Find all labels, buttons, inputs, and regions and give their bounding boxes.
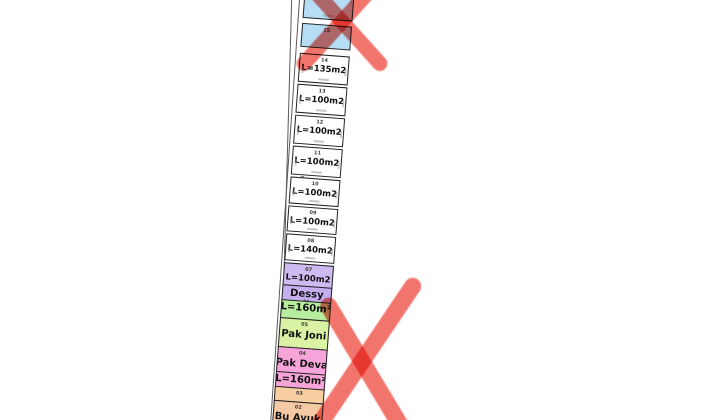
plot-08: 08 L=140m2 [284, 233, 337, 264]
plot-size-label: L=100m2 [298, 93, 345, 108]
plot-04: 04 Pak Deva L=160m² [274, 345, 328, 391]
plot-dimension-mark [315, 108, 327, 112]
plot-number-label: 08 [307, 237, 315, 245]
plot-number-label: 12 [316, 119, 324, 126]
plot-dimension-mark [317, 77, 329, 81]
plot-number-label: 07 [304, 266, 313, 274]
plot-owner-label: Pak Deva [275, 356, 328, 372]
plot-11: 11 L=100m2 [290, 145, 343, 179]
plot-number-label: 03 [295, 390, 304, 397]
plot-dimension-mark [306, 227, 318, 231]
plot-dimension-mark [312, 139, 324, 143]
plot-number-label: 13 [318, 88, 326, 95]
plot-number-label: 04 [298, 350, 307, 358]
plot-12: 12 L=100m2 [293, 114, 346, 148]
plot-number-label: 09 [309, 209, 317, 217]
plot-number-label: 10 [311, 181, 319, 188]
plot-dimension-mark [310, 170, 322, 174]
plot-size-label: L=100m2 [291, 186, 338, 200]
plot-dimension-mark [304, 256, 316, 260]
plot-owner-label: Pak Joni [280, 328, 327, 343]
plot-10: 10 L=100m2 [288, 176, 341, 208]
plot-dimension-mark [308, 199, 320, 203]
plot-09: 09 L=100m2 [286, 205, 339, 236]
plot-size-label: L=100m2 [289, 215, 336, 229]
plot-number-label: 02 [294, 404, 303, 411]
plot-size-label: L=100m2 [285, 272, 331, 286]
plot-number-label: 05 [300, 321, 309, 329]
plot-number-label: 14 [320, 57, 329, 64]
plot-13: 13 L=100m2 [295, 83, 348, 117]
plot-number-label: 11 [313, 150, 322, 157]
plot-size-label: L=140m2 [287, 243, 334, 257]
plot-size-label: L=100m2 [296, 124, 342, 139]
plot-size-label: L=160m² [274, 372, 326, 388]
plot-size-label: L=100m2 [293, 155, 340, 170]
